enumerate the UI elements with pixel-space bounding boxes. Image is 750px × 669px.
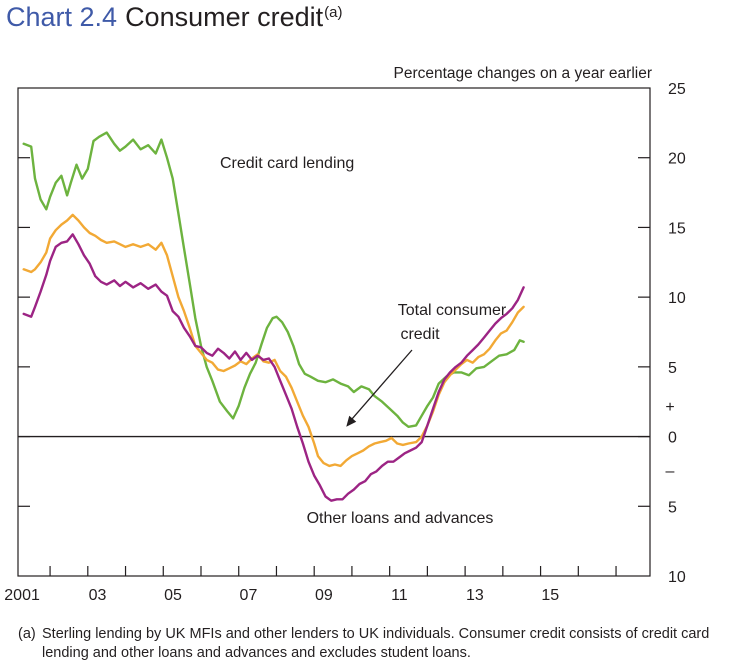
chart-title-text: Consumer credit: [125, 2, 324, 32]
x-tick-label: 09: [315, 587, 333, 604]
x-tick-label: 07: [240, 587, 258, 604]
y-tick-label: 5: [668, 360, 677, 377]
y-tick-label: 20: [668, 151, 686, 168]
series-line: [22, 213, 525, 468]
chart-title: Chart 2.4 Consumer credit(a): [6, 2, 342, 33]
x-tick-label: 13: [466, 587, 484, 604]
x-tick-label: 03: [89, 587, 107, 604]
minus-sign-marker: –: [666, 463, 675, 480]
chart-number: Chart 2.4: [6, 2, 118, 32]
series-line: [22, 233, 525, 502]
annotation-credit-card-lending: Credit card lending: [220, 155, 354, 172]
annotation-arrow: [350, 349, 413, 421]
plus-sign-marker: +: [665, 399, 674, 416]
line-chart: Percentage changes on a year earlier 25 2…: [4, 65, 686, 604]
y-tick-label: 5: [668, 499, 677, 516]
x-tick-label: 11: [391, 587, 408, 604]
title-footnote-marker: (a): [324, 4, 343, 21]
x-tick-label: 2001: [4, 587, 40, 604]
y-tick-label: 0: [668, 430, 677, 447]
y-tick-label: 25: [668, 81, 686, 98]
series-line: [22, 131, 525, 428]
y-tick-label: 10: [668, 290, 686, 307]
footnote-marker: (a): [18, 626, 36, 642]
x-tick-label: 05: [164, 587, 182, 604]
y-tick-label: 10: [668, 569, 686, 586]
annotation-total-consumer-credit: Total consumer: [398, 302, 507, 319]
annotation-total-consumer-credit: credit: [400, 326, 440, 343]
annotation-other-loans: Other loans and advances: [307, 510, 494, 527]
annotation-arrow-head: [346, 415, 357, 427]
y-axis-label: Percentage changes on a year earlier: [394, 65, 653, 82]
plot-frame: [17, 87, 651, 577]
y-tick-label: 15: [668, 220, 686, 237]
x-tick-label: 15: [541, 587, 559, 604]
footnote: (a) Sterling lending by UK MFIs and othe…: [18, 625, 746, 663]
footnote-text: Sterling lending by UK MFIs and other le…: [42, 626, 710, 661]
